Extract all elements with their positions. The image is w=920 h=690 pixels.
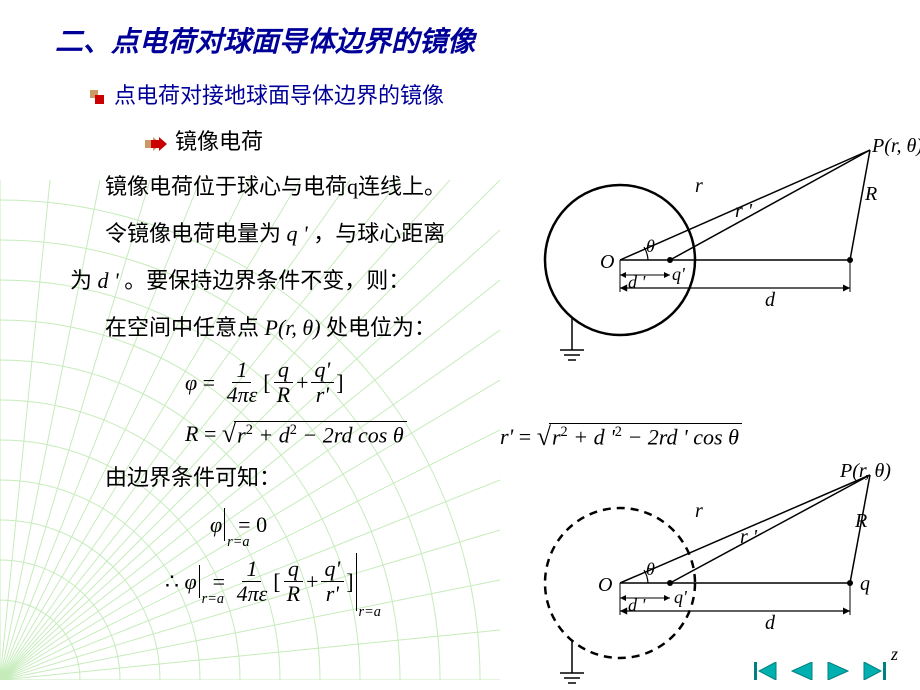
svg-text:P(r, θ): P(r, θ)	[839, 460, 891, 482]
body-line-3: 为 d ' 。要保持边界条件不变，则：	[70, 264, 570, 297]
equation-R: R = r2 + d2 − 2rd cos θ	[185, 419, 920, 449]
svg-text:d: d	[765, 612, 776, 634]
section-title: 二、点电荷对球面导体边界的镜像	[55, 20, 920, 60]
diagram-grounded-sphere: P(r, θ) R r r ' O θ d ' q' d	[520, 130, 920, 370]
svg-text:q: q	[860, 573, 870, 595]
bullet-icon	[90, 90, 104, 104]
svg-text:r: r	[695, 175, 703, 197]
svg-text:d: d	[765, 289, 776, 311]
svg-text:P(r, θ): P(r, θ)	[871, 135, 920, 157]
nav-next-button[interactable]	[826, 662, 850, 680]
svg-text:θ: θ	[646, 559, 655, 579]
svg-text:d ': d '	[628, 595, 647, 615]
svg-text:d ': d '	[628, 272, 647, 292]
math-P: P(r, θ)	[265, 315, 321, 340]
nav-prev-button[interactable]	[790, 662, 814, 680]
subsection-1: 点电荷对接地球面导体边界的镜像	[90, 78, 920, 110]
math-d-prime: d '	[98, 268, 119, 293]
nav-first-button[interactable]	[754, 662, 778, 680]
svg-text:O: O	[598, 574, 612, 596]
sub1-text: 点电荷对接地球面导体边界的镜像	[114, 83, 444, 108]
svg-text:θ: θ	[646, 236, 655, 256]
svg-text:q': q'	[672, 264, 686, 284]
nav-last-button[interactable]	[862, 662, 886, 680]
svg-text:r ': r '	[735, 200, 753, 222]
arrow-bullet-icon	[145, 137, 167, 151]
body-line-2: 令镜像电荷电量为 q ' ，与球心距离	[105, 217, 565, 250]
svg-text:R: R	[864, 183, 877, 205]
svg-text:R: R	[854, 510, 867, 532]
svg-text:r ': r '	[740, 526, 758, 548]
svg-text:r: r	[695, 500, 703, 522]
svg-text:q': q'	[674, 587, 688, 607]
sub2-text: 镜像电荷	[175, 129, 263, 154]
diagram-image-charge: P(r, θ) R r r ' O θ d ' q' q d	[520, 455, 920, 690]
svg-text:O: O	[600, 251, 614, 273]
nav-buttons	[754, 662, 886, 680]
math-q-prime: q '	[287, 221, 308, 246]
